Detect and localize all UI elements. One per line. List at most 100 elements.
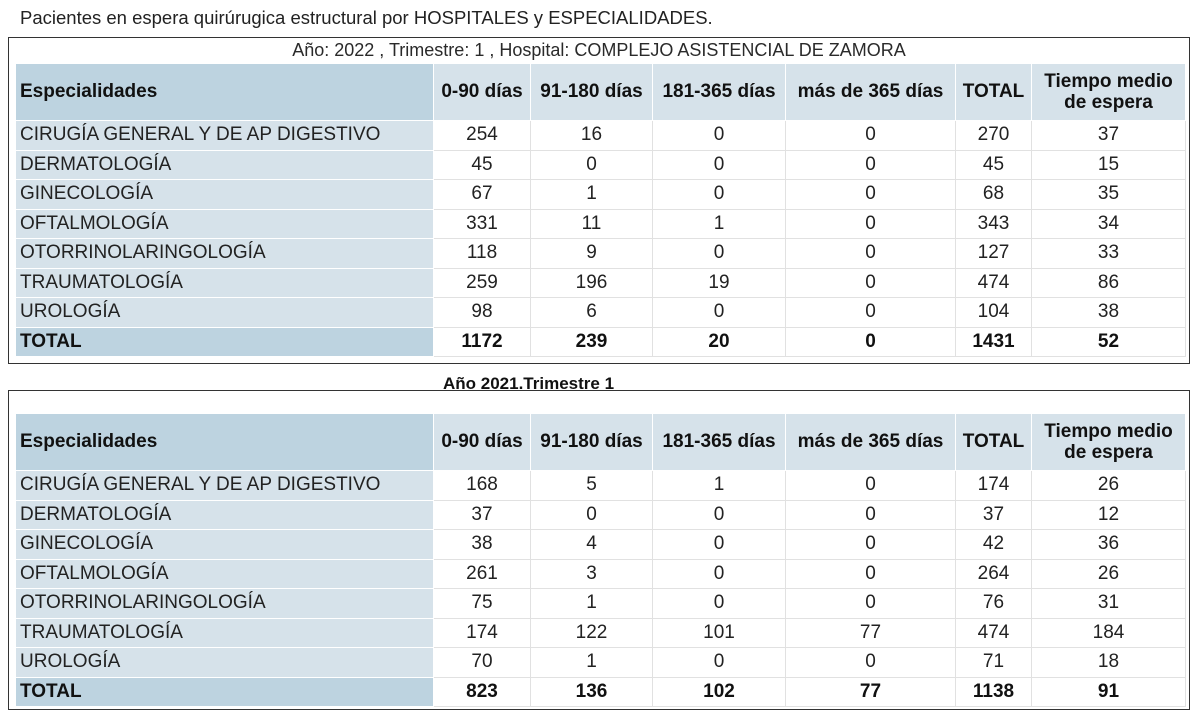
cell-value: 196 [530,267,653,298]
table-row: OFTALMOLOGÍA 331 11 1 0 343 34 [15,208,1186,239]
table-row: UROLOGÍA 98 6 0 0 104 38 [15,297,1186,328]
cell-value: 101 [652,617,786,648]
cell-value: 0 [530,149,653,180]
cell-value: 0 [785,297,956,328]
table-row: TRAUMATOLOGÍA 174 122 101 77 474 184 [15,617,1186,648]
cell-value: 31 [1031,588,1186,619]
specialty-name: CIRUGÍA GENERAL Y DE AP DIGESTIVO [15,470,434,501]
cell-value: 174 [433,617,531,648]
cell-value: 77 [785,676,956,707]
specialty-name: DERMATOLOGÍA [15,149,434,180]
cell-value: 1 [530,647,653,678]
cell-value: 37 [433,499,531,530]
specialty-name: UROLOGÍA [15,297,434,328]
specialty-name: TRAUMATOLOGÍA [15,267,434,298]
total-label: TOTAL [15,326,434,357]
cell-value: 168 [433,470,531,501]
table-row: OFTALMOLOGÍA 261 3 0 0 264 26 [15,558,1186,589]
cell-value: 122 [530,617,653,648]
cell-value: 0 [530,499,653,530]
cell-value: 0 [652,149,786,180]
cell-value: 70 [433,647,531,678]
cell-value: 1 [652,470,786,501]
cell-value: 37 [1031,120,1186,151]
cell-value: 0 [652,529,786,560]
table-row: CIRUGÍA GENERAL Y DE AP DIGESTIVO 168 5 1 0 1… [15,470,1186,501]
cell-value: 12 [1031,499,1186,530]
cell-value: 1 [652,208,786,239]
cell-value: 35 [1031,179,1186,210]
cell-value: 37 [955,499,1032,530]
table-header-row: Especialidades 0-90 días 91-180 días 181… [15,413,1186,471]
table-row: CIRUGÍA GENERAL Y DE AP DIGESTIVO 254 16 0 0… [15,120,1186,151]
cell-value: 0 [785,558,956,589]
cell-value: 98 [433,297,531,328]
cell-value: 261 [433,558,531,589]
table-row: DERMATOLOGÍA 37 0 0 0 37 12 [15,499,1186,530]
cell-value: 0 [652,647,786,678]
column-header-total: TOTAL [955,413,1032,471]
cell-value: 20 [652,326,786,357]
cell-value: 0 [785,208,956,239]
table-row: UROLOGÍA 70 1 0 0 71 18 [15,647,1186,678]
cell-value: 0 [785,529,956,560]
cell-value: 0 [785,120,956,151]
column-header-specialty: Especialidades [15,413,434,471]
cell-value: 0 [785,267,956,298]
cell-value: 5 [530,470,653,501]
specialty-name: CIRUGÍA GENERAL Y DE AP DIGESTIVO [15,120,434,151]
total-label: TOTAL [15,676,434,707]
column-header-avg-wait: Tiempo medio de espera [1031,63,1186,121]
cell-value: 38 [1031,297,1186,328]
table-row: OTORRINOLARINGOLOGÍA 118 9 0 0 127 33 [15,238,1186,269]
cell-value: 0 [652,179,786,210]
cell-value: 9 [530,238,653,269]
table-row: DERMATOLOGÍA 45 0 0 0 45 15 [15,149,1186,180]
cell-value: 11 [530,208,653,239]
cell-value: 0 [652,499,786,530]
cell-value: 33 [1031,238,1186,269]
cell-value: 0 [785,326,956,357]
table-header-row: Especialidades 0-90 días 91-180 días 181… [15,63,1186,121]
total-row: TOTAL 823 136 102 77 1138 91 [15,676,1186,707]
cell-value: 0 [652,120,786,151]
cell-value: 0 [785,588,956,619]
cell-value: 184 [1031,617,1186,648]
cell-value: 474 [955,617,1032,648]
cell-value: 45 [433,149,531,180]
cell-value: 0 [785,499,956,530]
cell-value: 0 [785,149,956,180]
cell-value: 16 [530,120,653,151]
cell-value: 91 [1031,676,1186,707]
cell-value: 331 [433,208,531,239]
column-header-181-365: 181-365 días [652,413,786,471]
specialty-name: OFTALMOLOGÍA [15,208,434,239]
cell-value: 45 [955,149,1032,180]
cell-value: 136 [530,676,653,707]
table-caption-2021 [9,391,1189,413]
cell-value: 1 [530,588,653,619]
column-header-total: TOTAL [955,63,1032,121]
specialty-name: OTORRINOLARINGOLOGÍA [15,588,434,619]
cell-value: 102 [652,676,786,707]
cell-value: 0 [785,647,956,678]
specialty-name: OTORRINOLARINGOLOGÍA [15,238,434,269]
cell-value: 68 [955,179,1032,210]
cell-value: 118 [433,238,531,269]
cell-value: 104 [955,297,1032,328]
specialty-name: TRAUMATOLOGÍA [15,617,434,648]
cell-value: 1172 [433,326,531,357]
cell-value: 0 [652,558,786,589]
year-2021-label: Año 2021.Trimestre 1 [443,374,615,392]
cell-value: 76 [955,588,1032,619]
cell-value: 239 [530,326,653,357]
cell-value: 86 [1031,267,1186,298]
cell-value: 0 [785,470,956,501]
cell-value: 38 [433,529,531,560]
cell-value: 1138 [955,676,1032,707]
cell-value: 19 [652,267,786,298]
cell-value: 254 [433,120,531,151]
cell-value: 0 [785,238,956,269]
cell-value: 264 [955,558,1032,589]
table-caption-2022: Año: 2022 , Trimestre: 1 , Hospital: COM… [292,40,906,60]
